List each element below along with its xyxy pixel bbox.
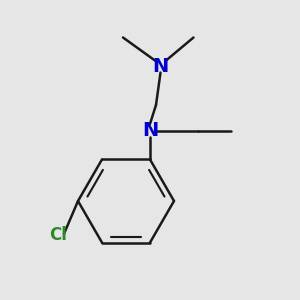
Text: N: N — [142, 121, 158, 140]
Text: N: N — [152, 56, 169, 76]
Text: Cl: Cl — [50, 226, 68, 244]
